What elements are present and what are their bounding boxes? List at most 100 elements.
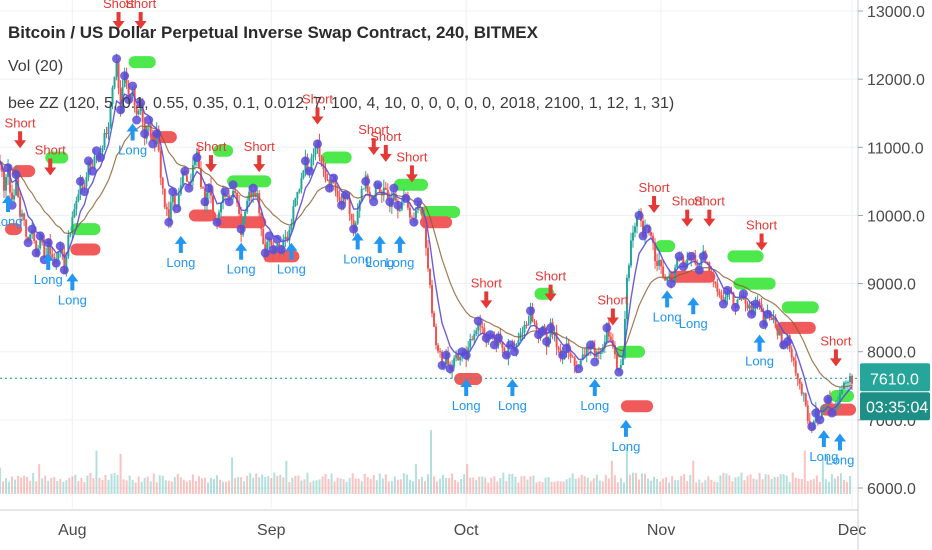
volume-bar	[562, 481, 565, 494]
volume-bar	[5, 478, 8, 494]
zone-bar-red	[419, 216, 453, 229]
short-arrow-shaft	[685, 209, 690, 220]
pivot-dot	[807, 422, 817, 432]
candle-body	[457, 354, 460, 361]
volume-bar	[216, 475, 219, 494]
volume-bar	[604, 474, 607, 494]
pivot-dot	[27, 224, 37, 234]
volume-bar	[234, 478, 237, 494]
long-arrow-shaft	[6, 201, 11, 212]
candle-body	[296, 192, 299, 199]
short-arrow-icon	[755, 242, 768, 251]
volume-bar	[607, 478, 610, 494]
volume-bar	[261, 474, 264, 494]
volume-bar	[460, 479, 463, 494]
short-signal: Short	[244, 139, 275, 173]
zone-bar-red	[5, 223, 23, 236]
long-signal: Long	[498, 378, 527, 413]
volume-bar	[309, 482, 312, 494]
candle-body	[201, 187, 204, 189]
long-signal: Long	[58, 273, 87, 307]
volume-bar	[809, 479, 812, 494]
volume-bar	[285, 460, 288, 494]
volume-bar	[200, 478, 203, 494]
volume-bar	[782, 474, 785, 494]
pivot-dot	[590, 357, 600, 367]
long-signal: Long	[0, 194, 22, 229]
long-signal: Long	[653, 290, 682, 324]
candle-body	[111, 87, 114, 105]
long-label: Long	[58, 292, 87, 307]
volume-bar	[818, 481, 821, 494]
candle-body	[276, 243, 279, 248]
long-arrow-icon	[66, 273, 79, 282]
candle-body	[425, 222, 427, 248]
candle-body	[802, 393, 805, 395]
pivot-dot	[212, 217, 222, 227]
volume-bar	[827, 481, 830, 494]
volume-bar	[32, 472, 35, 494]
volume-bar	[41, 478, 44, 494]
candle-body	[501, 342, 504, 348]
volume-bar	[372, 475, 375, 494]
candle-body	[392, 194, 395, 200]
long-label: Long	[825, 452, 854, 467]
long-signal: Long	[34, 252, 63, 287]
volume-bar	[243, 481, 246, 494]
candle-body	[718, 291, 721, 296]
candle-body	[792, 357, 795, 361]
volume-bar	[526, 479, 529, 494]
volume-bar	[92, 478, 95, 494]
short-label: Short	[244, 139, 275, 154]
volume-bar	[466, 464, 469, 494]
candle-body	[477, 322, 480, 331]
long-arrow-shaft	[837, 440, 842, 451]
candle-body	[686, 259, 689, 268]
pivot-dot	[172, 204, 182, 214]
pivot-dot	[116, 105, 126, 115]
short-arrow-icon	[648, 205, 661, 214]
volume-bar	[571, 473, 574, 494]
candle-body	[220, 202, 223, 213]
pivot-dot	[614, 367, 624, 377]
candle-body	[581, 354, 584, 361]
candle-body	[320, 156, 323, 163]
zone-bar-green	[227, 175, 272, 188]
volume-bar	[110, 473, 113, 494]
short-signal: Short	[370, 129, 402, 162]
pivot-dot	[91, 146, 101, 156]
volume-bar	[698, 479, 701, 494]
volume-bar	[502, 472, 505, 494]
candle-body	[716, 283, 719, 292]
candle-body	[77, 194, 80, 201]
long-arrow-icon	[174, 235, 187, 244]
candle-body	[790, 348, 793, 358]
candle-body	[714, 281, 717, 284]
volume-bar	[725, 473, 728, 494]
zigzag-indicator-label: bee ZZ (120, 5, 0.1, 0.55, 0.35, 0.1, 0.…	[8, 95, 675, 112]
short-signal: Short	[639, 180, 670, 214]
zone-bar-red	[454, 372, 483, 385]
pivot-dot	[144, 115, 154, 125]
candle-body	[776, 327, 779, 336]
volume-bar	[773, 476, 776, 494]
trend-line	[0, 125, 853, 388]
volume-bar	[496, 481, 499, 494]
candle-body	[469, 339, 472, 348]
y-tick-label: 12000.0	[867, 72, 925, 89]
candle-body	[157, 129, 160, 151]
candle-body	[29, 234, 32, 241]
candle-body	[328, 179, 331, 186]
short-arrow-icon	[606, 317, 619, 326]
long-label: Long	[653, 309, 682, 324]
volume-bar	[68, 477, 71, 494]
candle-body	[318, 140, 321, 157]
candle-body	[398, 209, 401, 211]
candle-body	[256, 193, 259, 197]
volume-bar	[577, 477, 580, 494]
candle-body	[141, 103, 144, 123]
long-arrow-icon	[351, 232, 364, 241]
candle-body	[527, 323, 530, 326]
short-label: Short	[125, 0, 156, 11]
